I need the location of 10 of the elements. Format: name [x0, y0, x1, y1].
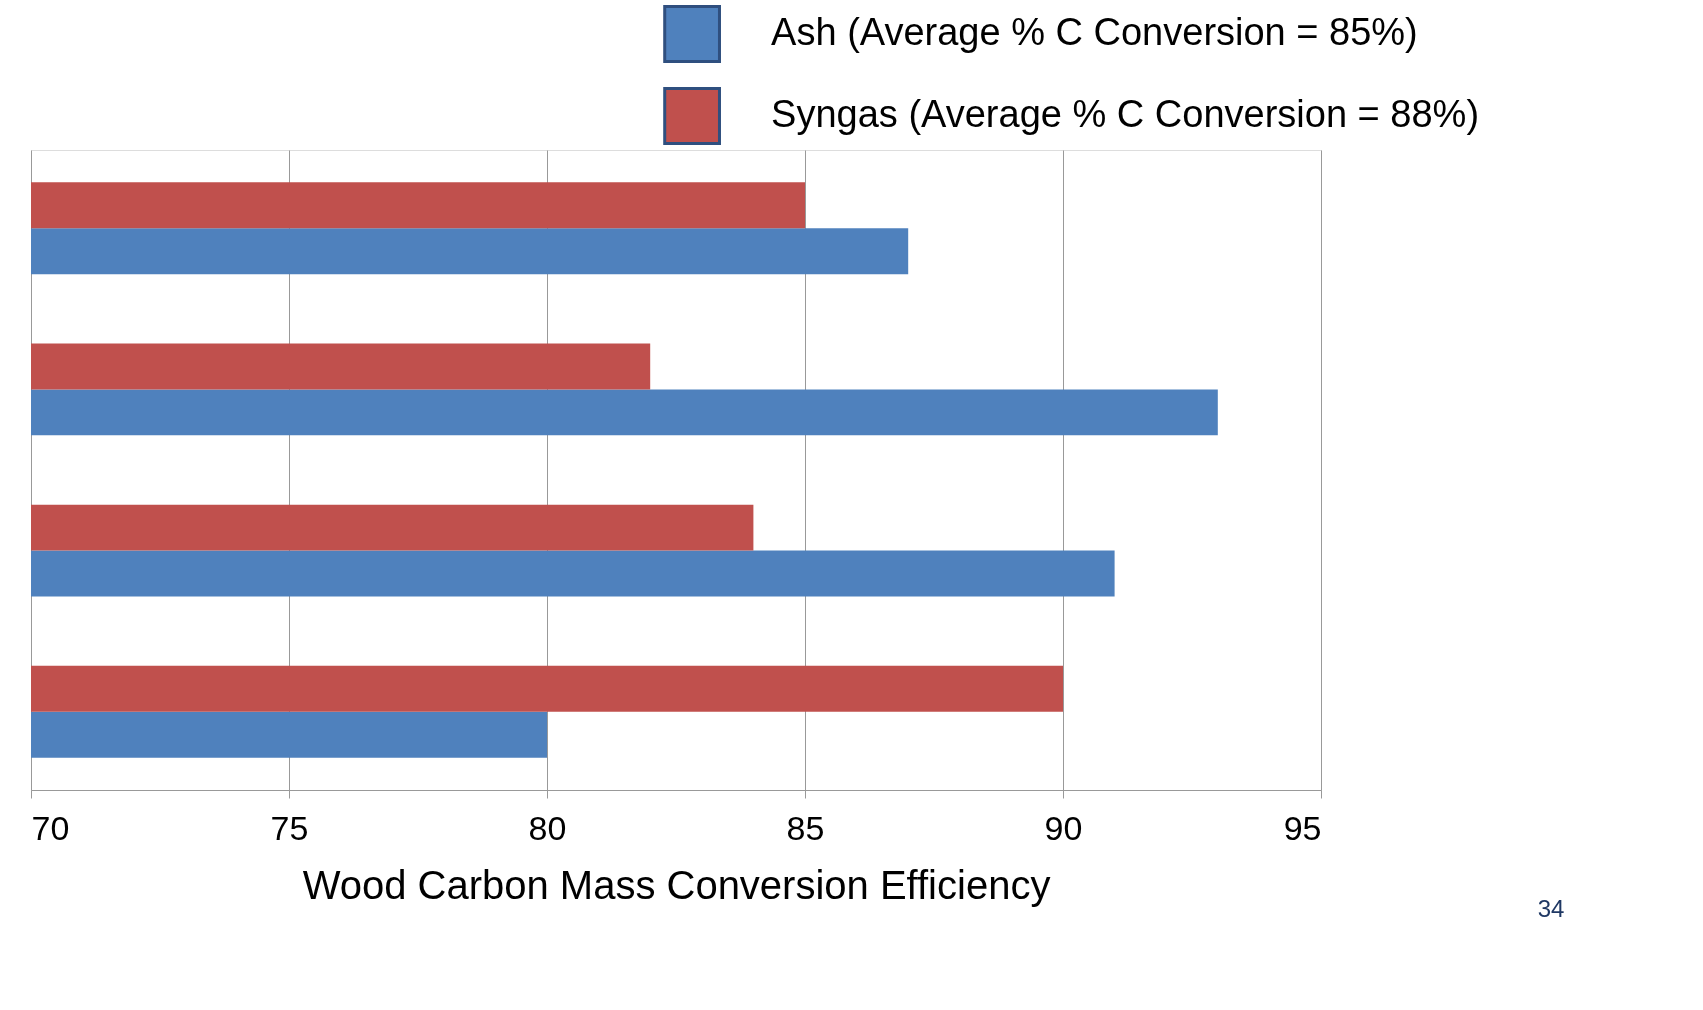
x-tick-label: 85: [786, 808, 825, 847]
legend-label: Ash (Average % C Conversion = 85%): [771, 11, 1418, 53]
x-tick-label: 80: [528, 808, 567, 847]
x-tick-label: 70: [31, 808, 70, 847]
x-tick-label: 90: [1044, 808, 1083, 847]
x-tick-label: 75: [270, 808, 309, 847]
x-axis-title: Wood Carbon Mass Conversion Efficiency: [302, 862, 1051, 907]
text: 34: [1537, 895, 1565, 922]
x-tick-label: 95: [1283, 808, 1322, 847]
legend-label: Syngas (Average % C Conversion = 88%): [771, 93, 1480, 135]
